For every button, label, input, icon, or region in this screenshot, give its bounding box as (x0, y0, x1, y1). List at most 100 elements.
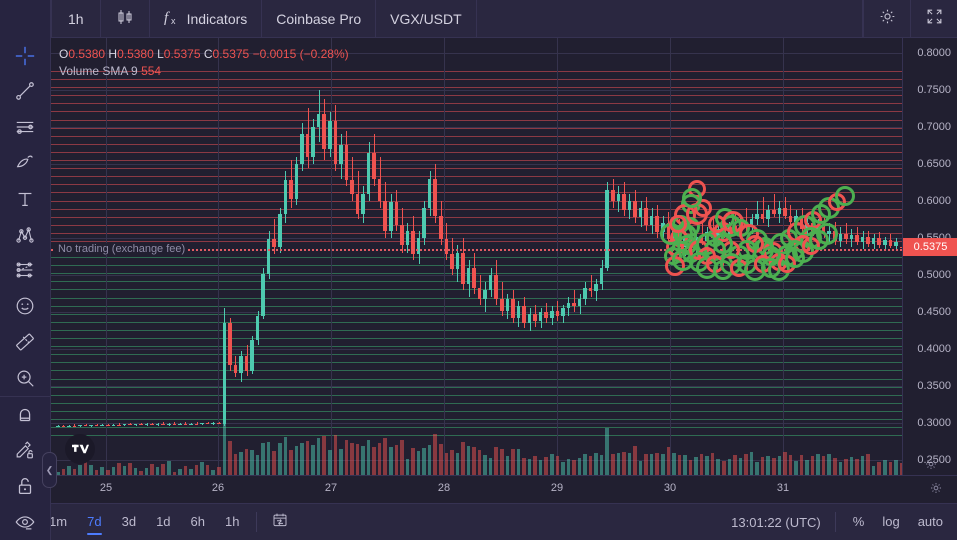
ruler-tool[interactable] (0, 324, 51, 360)
volume-bar (627, 452, 632, 475)
candle-body (488, 275, 493, 290)
range-7d[interactable]: 7d (78, 504, 110, 540)
candle-body (350, 180, 354, 194)
forecast-tool[interactable] (0, 253, 51, 289)
candle-body (416, 237, 421, 255)
lock-tool[interactable] (0, 468, 51, 504)
volume-bar (278, 443, 282, 475)
volume-bar (477, 449, 482, 475)
chart-canvas[interactable]: O0.5380 H0.5380 L0.5375 C0.5375 −0.0015 … (51, 38, 902, 475)
buy-marker[interactable] (682, 188, 702, 208)
sell-marker[interactable] (694, 199, 712, 217)
volume-bar (194, 465, 199, 475)
time-axis[interactable]: 25 26 27 28 29 30 31 (51, 475, 957, 503)
high-label: H (108, 47, 118, 61)
toolbar-collapse-button[interactable]: ❮ (42, 452, 57, 488)
candle-body (572, 303, 576, 307)
patterns-tool[interactable] (0, 217, 51, 253)
range-1m[interactable]: 1m (49, 514, 68, 529)
draw-lock-tool[interactable] (0, 433, 51, 469)
resistance-level-line (51, 120, 902, 121)
candle-body (144, 424, 149, 426)
volume-bar (266, 442, 271, 475)
candle-body (611, 189, 615, 201)
date-tick: 30 (663, 482, 677, 494)
candle-body (255, 315, 260, 341)
hide-tool[interactable] (0, 504, 51, 540)
horizontal-lines-tool[interactable] (0, 109, 51, 145)
current-price-tag: 0.5375 (903, 238, 957, 257)
buy-marker[interactable] (835, 186, 855, 206)
svg-text:f: f (164, 10, 170, 26)
candle-wick (107, 423, 109, 426)
date-tick: 27 (324, 482, 338, 494)
interval-button[interactable]: 1h (52, 0, 101, 37)
candle-body (194, 423, 199, 425)
magnet-tool[interactable] (0, 395, 51, 433)
settings-button[interactable] (863, 0, 910, 37)
drawing-toolbar (0, 0, 51, 540)
exchange-button[interactable]: Coinbase Pro (262, 0, 377, 37)
volume-bar (305, 440, 310, 475)
trend-line-tool[interactable] (0, 74, 51, 110)
symbol-button[interactable]: VGX/USDT (376, 0, 477, 37)
volume-bar (727, 459, 732, 475)
volume-bar (605, 428, 610, 475)
volume-bar (167, 460, 171, 475)
resistance-level-line (51, 95, 902, 96)
candle-wick (218, 421, 220, 425)
resistance-level-line (51, 160, 902, 161)
auto-scale-button[interactable]: auto (917, 514, 943, 529)
price-axis[interactable]: 0.80000.75000.70000.65000.60000.55000.50… (902, 38, 957, 475)
candle-body (866, 236, 870, 244)
crosshair-tool[interactable] (0, 38, 51, 74)
brush-tool[interactable] (0, 145, 51, 181)
candle-wick (141, 422, 143, 426)
text-tool[interactable] (0, 181, 51, 217)
gear-icon (878, 7, 897, 31)
volume-bar (777, 455, 782, 475)
log-scale-button[interactable]: log (882, 514, 900, 529)
range-1d[interactable]: 1d (156, 514, 171, 529)
volume-bar (261, 443, 265, 475)
volume-bar (294, 446, 299, 475)
volume-bar (566, 459, 571, 475)
price-axis-settings-button[interactable] (903, 457, 957, 471)
volume-bar (511, 448, 515, 475)
day-gridline (557, 38, 558, 475)
sell-marker[interactable] (669, 215, 687, 233)
volume-bar (749, 452, 754, 475)
calendar-button[interactable] (265, 511, 295, 534)
candle-body (272, 239, 277, 247)
volume-bar (416, 450, 421, 475)
volume-bar (427, 444, 432, 475)
candle-body (777, 208, 782, 215)
candle-body (838, 233, 843, 241)
range-1h[interactable]: 1h (225, 514, 240, 529)
volume-bar (78, 465, 82, 475)
range-3d[interactable]: 3d (121, 514, 137, 529)
change-percent: (−0.28%) (299, 47, 349, 61)
candle-body (167, 423, 171, 425)
zoom-in-tool[interactable] (0, 360, 51, 396)
candle-body (266, 239, 271, 274)
volume-bar (250, 450, 254, 475)
indicators-button[interactable]: f x Indicators (150, 0, 263, 37)
candle-body (111, 424, 116, 426)
candle-body (89, 425, 93, 427)
candle-body (105, 424, 110, 426)
emoji-tool[interactable] (0, 288, 51, 324)
percent-scale-button[interactable]: % (852, 514, 865, 529)
fullscreen-button[interactable] (910, 0, 957, 37)
tradingview-logo[interactable] (65, 434, 95, 464)
range-6h[interactable]: 6h (190, 514, 205, 529)
buy-marker[interactable] (816, 223, 838, 245)
candle-body (755, 214, 759, 220)
volume-bar (871, 466, 876, 475)
open-value: 0.5380 (68, 47, 106, 61)
time-axis-settings-button[interactable] (929, 481, 943, 500)
gridline (51, 53, 902, 54)
candle-wick (74, 424, 76, 427)
resistance-level-line (51, 144, 902, 145)
chart-type-button[interactable] (101, 0, 150, 37)
